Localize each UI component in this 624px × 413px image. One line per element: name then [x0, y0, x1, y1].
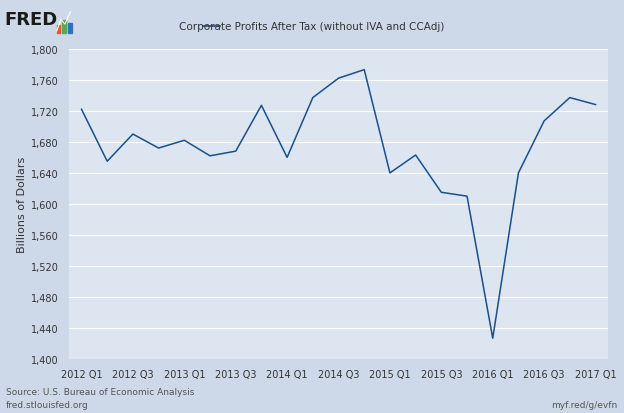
FancyArrow shape — [57, 26, 61, 34]
Text: FRED: FRED — [4, 12, 57, 29]
Text: myf.red/g/evfn: myf.red/g/evfn — [552, 400, 618, 409]
FancyArrow shape — [62, 21, 66, 34]
Text: Corporate Profits After Tax (without IVA and CCAdj): Corporate Profits After Tax (without IVA… — [179, 22, 445, 32]
Text: Source: U.S. Bureau of Economic Analysis: Source: U.S. Bureau of Economic Analysis — [6, 387, 195, 396]
FancyArrow shape — [68, 24, 72, 34]
Y-axis label: Billions of Dollars: Billions of Dollars — [17, 157, 27, 252]
Text: fred.stlouisfed.org: fred.stlouisfed.org — [6, 400, 89, 409]
